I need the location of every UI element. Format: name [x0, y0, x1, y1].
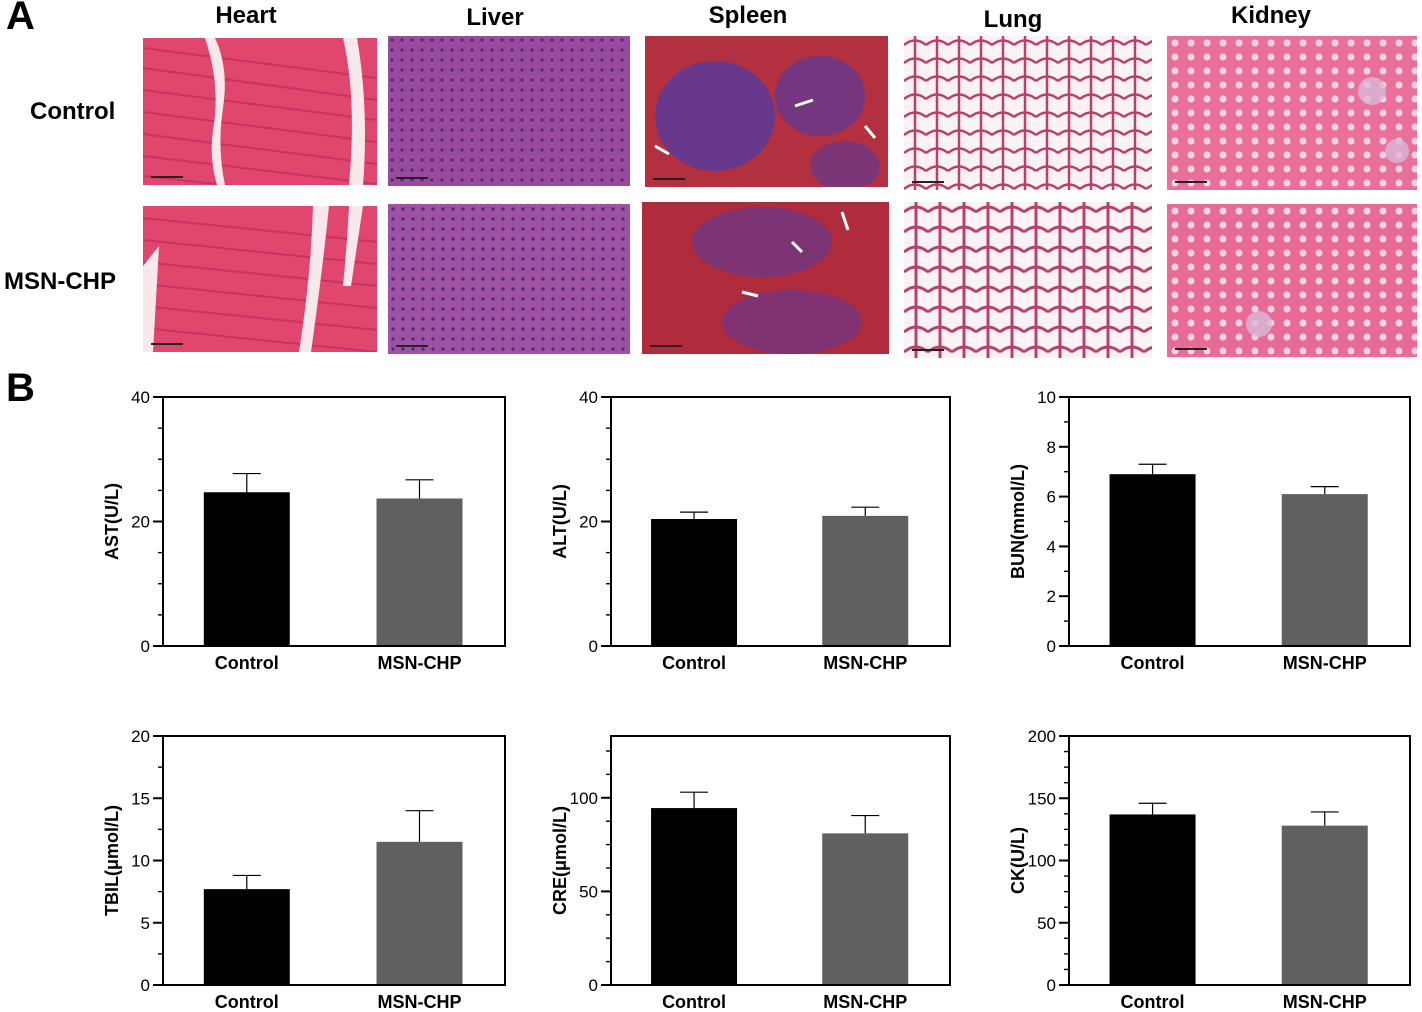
y-tick-label: 200 — [1028, 727, 1056, 746]
bar — [1109, 474, 1196, 646]
y-tick-label: 10 — [131, 852, 150, 871]
spleen-tissue-texture — [642, 202, 889, 354]
x-tick-label: Control — [662, 653, 726, 673]
organ-label-kidney: Kidney — [1230, 2, 1311, 29]
y-tick-label: 40 — [131, 388, 150, 407]
y-tick-label: 150 — [1028, 789, 1056, 808]
histology-spleen-control — [645, 36, 888, 187]
row-label-control: Control — [30, 98, 116, 125]
spleen-tissue-texture — [645, 36, 888, 187]
y-tick-label: 0 — [141, 976, 150, 995]
y-tick-label: 2 — [1047, 587, 1056, 606]
organ-label-spleen: Spleen — [708, 2, 788, 29]
bar — [203, 492, 290, 646]
x-tick-label: Control — [1121, 992, 1185, 1012]
bar — [822, 833, 909, 985]
liver-tissue-texture — [388, 204, 630, 354]
histology-kidney-msn-chp — [1167, 204, 1417, 357]
x-tick-label: MSN-CHP — [378, 992, 462, 1012]
y-tick-label: 6 — [1047, 488, 1056, 507]
y-tick-label: 8 — [1047, 438, 1056, 457]
bar — [651, 808, 738, 985]
histology-liver-msn-chp — [388, 204, 630, 354]
histology-liver-control — [388, 36, 630, 186]
bar — [651, 519, 738, 646]
y-axis-label: TBIL(μmol/L) — [102, 805, 122, 916]
bar — [1109, 814, 1196, 985]
scale-bar — [650, 345, 682, 347]
y-tick-label: 15 — [131, 789, 150, 808]
y-tick-label: 0 — [1047, 976, 1056, 995]
heart-tissue-texture — [143, 206, 377, 352]
bar — [203, 889, 290, 985]
y-tick-label: 0 — [1047, 637, 1056, 656]
y-tick-label: 0 — [589, 976, 598, 995]
organ-label-heart: Heart — [215, 2, 277, 29]
scale-bar — [1175, 181, 1207, 183]
scale-bar — [396, 345, 428, 347]
scale-bar — [1175, 348, 1207, 350]
panel-b-letter: B — [6, 366, 35, 410]
y-tick-label: 50 — [1037, 914, 1056, 933]
scale-bar — [396, 177, 428, 179]
y-tick-label: 20 — [131, 513, 150, 532]
y-tick-label: 10 — [1037, 388, 1056, 407]
x-tick-label: Control — [1121, 653, 1185, 673]
liver-tissue-texture — [388, 36, 630, 186]
y-tick-label: 0 — [141, 637, 150, 656]
lung-tissue-texture — [904, 36, 1152, 190]
scale-bar — [912, 181, 944, 183]
x-tick-label: MSN-CHP — [378, 653, 462, 673]
bar — [1281, 494, 1368, 646]
scale-bar — [653, 178, 685, 180]
kidney-tissue-texture — [1167, 36, 1417, 190]
lung-tissue-texture — [904, 202, 1152, 358]
x-tick-label: Control — [215, 992, 279, 1012]
x-tick-label: MSN-CHP — [823, 653, 907, 673]
y-tick-label: 40 — [579, 388, 598, 407]
x-tick-label: MSN-CHP — [823, 992, 907, 1012]
y-tick-label: 20 — [579, 513, 598, 532]
y-tick-label: 50 — [579, 882, 598, 901]
x-tick-label: MSN-CHP — [1283, 992, 1367, 1012]
scale-bar — [912, 349, 944, 351]
organ-label-liver: Liver — [466, 4, 524, 31]
y-axis-label: CK(U/L) — [1008, 827, 1028, 894]
y-tick-label: 5 — [141, 914, 150, 933]
histology-heart-control — [143, 38, 377, 185]
y-axis-label: AST(U/L) — [102, 483, 122, 560]
bar — [1281, 825, 1368, 985]
histology-kidney-control — [1167, 36, 1417, 190]
y-tick-label: 4 — [1047, 537, 1056, 556]
bar — [376, 841, 463, 985]
kidney-tissue-texture — [1167, 204, 1417, 357]
x-tick-label: Control — [215, 653, 279, 673]
scale-bar — [151, 343, 183, 345]
y-tick-label: 0 — [589, 637, 598, 656]
histology-heart-msn-chp — [143, 206, 377, 352]
y-axis-label: BUN(mmol/L) — [1008, 464, 1028, 579]
scale-bar — [151, 176, 183, 178]
histology-spleen-msn-chp — [642, 202, 889, 354]
y-tick-label: 100 — [1028, 852, 1056, 871]
panel-a-letter: A — [6, 0, 35, 38]
bar — [376, 498, 463, 646]
plot-frame — [610, 735, 951, 986]
heart-tissue-texture — [143, 38, 377, 185]
x-tick-label: MSN-CHP — [1283, 653, 1367, 673]
row-label-msn-chp: MSN-CHP — [4, 268, 116, 295]
y-axis-label: CRE(μmol/L) — [550, 806, 570, 915]
y-tick-label: 100 — [570, 789, 598, 808]
organ-label-lung: Lung — [983, 6, 1043, 33]
x-tick-label: Control — [662, 992, 726, 1012]
y-axis-label: ALT(U/L) — [550, 484, 570, 559]
histology-lung-msn-chp — [904, 202, 1152, 358]
bar — [822, 515, 909, 646]
histology-lung-control — [904, 36, 1152, 190]
y-tick-label: 20 — [131, 727, 150, 746]
